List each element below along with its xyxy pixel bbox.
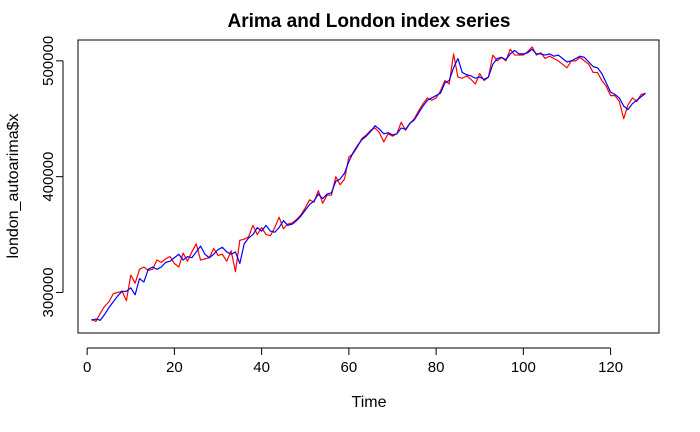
x-tick-label: 40 bbox=[253, 359, 270, 376]
x-tick-label: 20 bbox=[166, 359, 183, 376]
x-axis-label: Time bbox=[352, 394, 387, 411]
y-axis: 300000 400000 500000 bbox=[40, 36, 64, 317]
x-tick-label: 80 bbox=[428, 359, 445, 376]
chart-title: Arima and London index series bbox=[228, 11, 511, 32]
y-tick-label: 500000 bbox=[40, 36, 57, 86]
x-tick-label: 60 bbox=[341, 359, 358, 376]
series-line-2 bbox=[91, 48, 646, 321]
y-tick-label: 400000 bbox=[40, 152, 57, 202]
x-axis: 0 20 40 60 80 100 120 bbox=[83, 347, 623, 376]
series-line-1 bbox=[91, 46, 646, 323]
plot-frame bbox=[77, 39, 660, 334]
series-layer bbox=[91, 46, 646, 323]
y-axis-label: london_autoarima$x bbox=[5, 114, 22, 259]
x-tick-label: 120 bbox=[598, 359, 623, 376]
y-tick-label: 300000 bbox=[40, 267, 57, 317]
x-tick-label: 0 bbox=[83, 359, 91, 376]
x-tick-label: 100 bbox=[511, 359, 536, 376]
